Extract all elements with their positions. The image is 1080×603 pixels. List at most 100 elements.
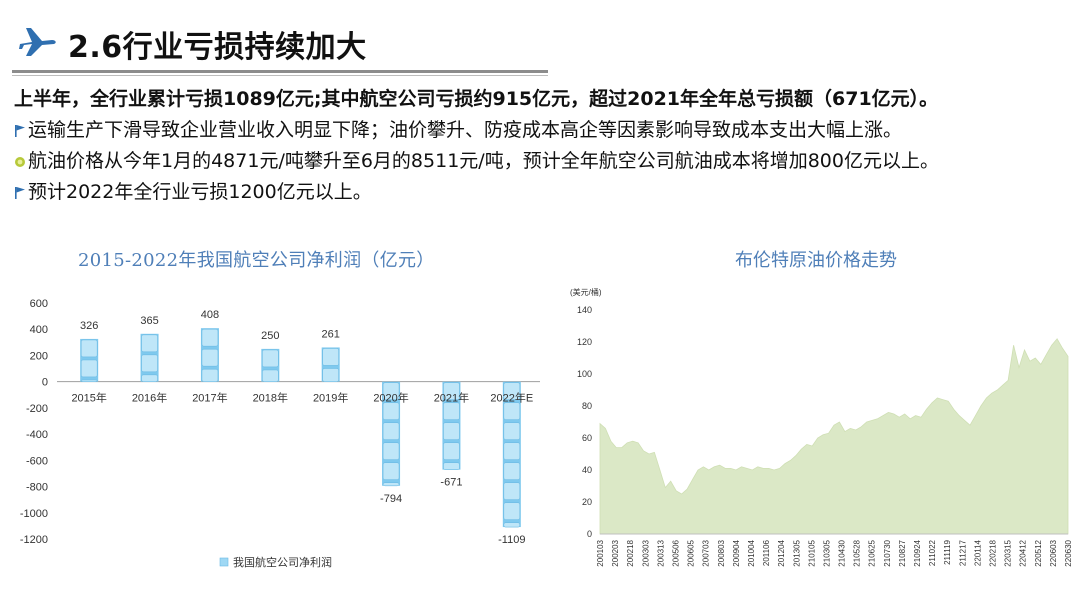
x-tick-label: 210305: [823, 539, 832, 566]
bar-segment: [141, 334, 158, 353]
title-divider: [12, 70, 548, 73]
profit-chart-title: 2015-2022年我国航空公司净利润（亿元）: [78, 250, 435, 271]
bar-segment: [322, 348, 339, 366]
y-tick-label: 120: [577, 337, 592, 347]
bar-segment: [443, 402, 460, 420]
x-tick-label: 210105: [807, 539, 816, 566]
bar-segment: [503, 442, 521, 460]
x-tick-label: 2015年: [71, 391, 106, 405]
oil-price-area-chart: (美元/桶) 0 20 40 60 80 100 120 140 200103 200203 2002…: [570, 287, 1073, 567]
bar-2020年: [382, 381, 401, 487]
title-bar: 2.6行业亏损持续加大: [0, 0, 1080, 80]
bullet-text-1: 上半年，全行业累计亏损1089亿元;其中航空公司亏损约915亿元，超过2021年…: [14, 88, 939, 110]
data-label: 326: [80, 320, 98, 332]
x-tick-label: 220412: [1019, 539, 1028, 566]
x-tick-label: 210924: [913, 539, 922, 566]
x-tick-label: 201305: [792, 539, 801, 566]
x-tick-label: 210625: [868, 539, 877, 566]
bar-segment: [382, 422, 400, 440]
x-tick-label: 201106: [762, 539, 771, 566]
bar-2021年: [442, 381, 461, 470]
oil-chart-title: 布伦特原油价格走势: [735, 250, 897, 271]
x-tick-label: 200103: [596, 539, 605, 566]
bar-2016年: [140, 333, 159, 382]
x-tick-label: 2016年: [132, 391, 167, 405]
bullet-text-3: 航油价格从今年1月的4871元/吨攀升至6月的8511元/吨，预计全年航空公司航…: [28, 150, 939, 172]
x-tick-label: 200303: [641, 539, 650, 566]
y-tick-label: 400: [30, 324, 48, 336]
x-tick-label: 200203: [611, 539, 620, 566]
x-tick-label: 210730: [883, 539, 892, 566]
x-tick-label: 211022: [928, 539, 937, 566]
x-tick-label: 200703: [702, 539, 711, 566]
data-label: -1109: [498, 534, 525, 546]
legend-swatch: [219, 557, 229, 567]
data-label: -794: [380, 493, 402, 505]
bar-segment: [382, 482, 400, 487]
y-tick-label: 40: [582, 465, 592, 475]
bullet-line-4: 预计2022年全行业亏损1200亿元以上。: [14, 177, 1074, 208]
x-tick-label: 200605: [687, 539, 696, 566]
y-tick-label: 20: [582, 497, 592, 507]
bar-segment: [201, 328, 219, 347]
x-tick-label: 201004: [747, 539, 756, 566]
bar-segment: [141, 354, 158, 373]
bar-segment: [382, 402, 400, 420]
y-tick-label: 140: [577, 305, 592, 315]
bar-segment: [322, 368, 339, 382]
bar-2018年: [261, 348, 280, 382]
profit-bar-chart: 600 400 200 0 -200 -400 -600 -800 -1000 -1200 2015…: [20, 298, 540, 569]
bar-segment: [503, 502, 521, 520]
bar-2015年: [80, 338, 99, 382]
x-tick-label: 200218: [626, 539, 635, 566]
page-title: 2.6行业亏损持续加大: [68, 30, 367, 65]
x-tick-label: 200313: [656, 539, 665, 566]
y-tick-label: -600: [26, 455, 48, 467]
bar-segment: [443, 442, 460, 460]
x-tick-label: 210827: [898, 539, 907, 566]
bar-segment: [201, 348, 219, 367]
x-tick-label: 2017年: [192, 391, 227, 405]
y-tick-label: 200: [30, 350, 48, 362]
flag-bullet-icon: [15, 187, 25, 199]
bar-segment: [443, 382, 460, 400]
bullet-text-2: 运输生产下滑导致企业营业收入明显下降；油价攀升、防疫成本高企等因素影响导致成本支…: [28, 119, 903, 141]
bullet-line-1: 上半年，全行业累计亏损1089亿元;其中航空公司亏损约915亿元，超过2021年…: [14, 84, 1074, 115]
y-tick-label: 100: [577, 369, 592, 379]
bar-segment: [201, 368, 219, 382]
x-tick-label: 220315: [1004, 539, 1013, 566]
x-tick-label: 200904: [732, 539, 741, 566]
y-tick-label: -400: [26, 429, 48, 441]
y-tick-label: -1000: [20, 508, 48, 520]
data-label: 250: [261, 330, 279, 342]
legend-label: 我国航空公司净利润: [233, 555, 332, 569]
bar-segment: [503, 382, 521, 400]
bar-segment: [503, 422, 521, 440]
y-tick-label: -200: [26, 403, 48, 415]
x-tick-label: 201204: [777, 539, 786, 566]
bar-segment: [503, 482, 521, 500]
x-tick-label: 220630: [1064, 539, 1073, 566]
bar-segment: [80, 379, 98, 382]
bar-segment: [503, 522, 521, 528]
x-tick-label: 2021年: [434, 391, 469, 405]
x-tick-label: 220114: [973, 539, 982, 566]
bar-segment: [443, 422, 460, 440]
bar-segment: [80, 339, 98, 358]
x-tick-label: 2022年E: [490, 391, 533, 405]
bullet-text-4: 预计2022年全行业亏损1200亿元以上。: [28, 181, 372, 203]
y-tick-label: 600: [30, 298, 48, 310]
data-label: 365: [140, 315, 158, 327]
y-tick-label: 80: [582, 401, 592, 411]
y-tick-label: -1200: [20, 534, 48, 546]
y-tick-label: 0: [42, 377, 48, 389]
x-tick-label: 200506: [672, 539, 681, 566]
x-tick-label: 220512: [1034, 539, 1043, 566]
bar-segment: [262, 369, 279, 382]
data-label: 408: [201, 309, 219, 321]
data-label: 261: [322, 328, 340, 340]
bar-2022年E: [502, 381, 521, 528]
bar-2017年: [200, 328, 219, 382]
y-tick-label: 0: [587, 529, 592, 539]
bullet-line-2: 运输生产下滑导致企业营业收入明显下降；油价攀升、防疫成本高企等因素影响导致成本支…: [14, 115, 1074, 146]
